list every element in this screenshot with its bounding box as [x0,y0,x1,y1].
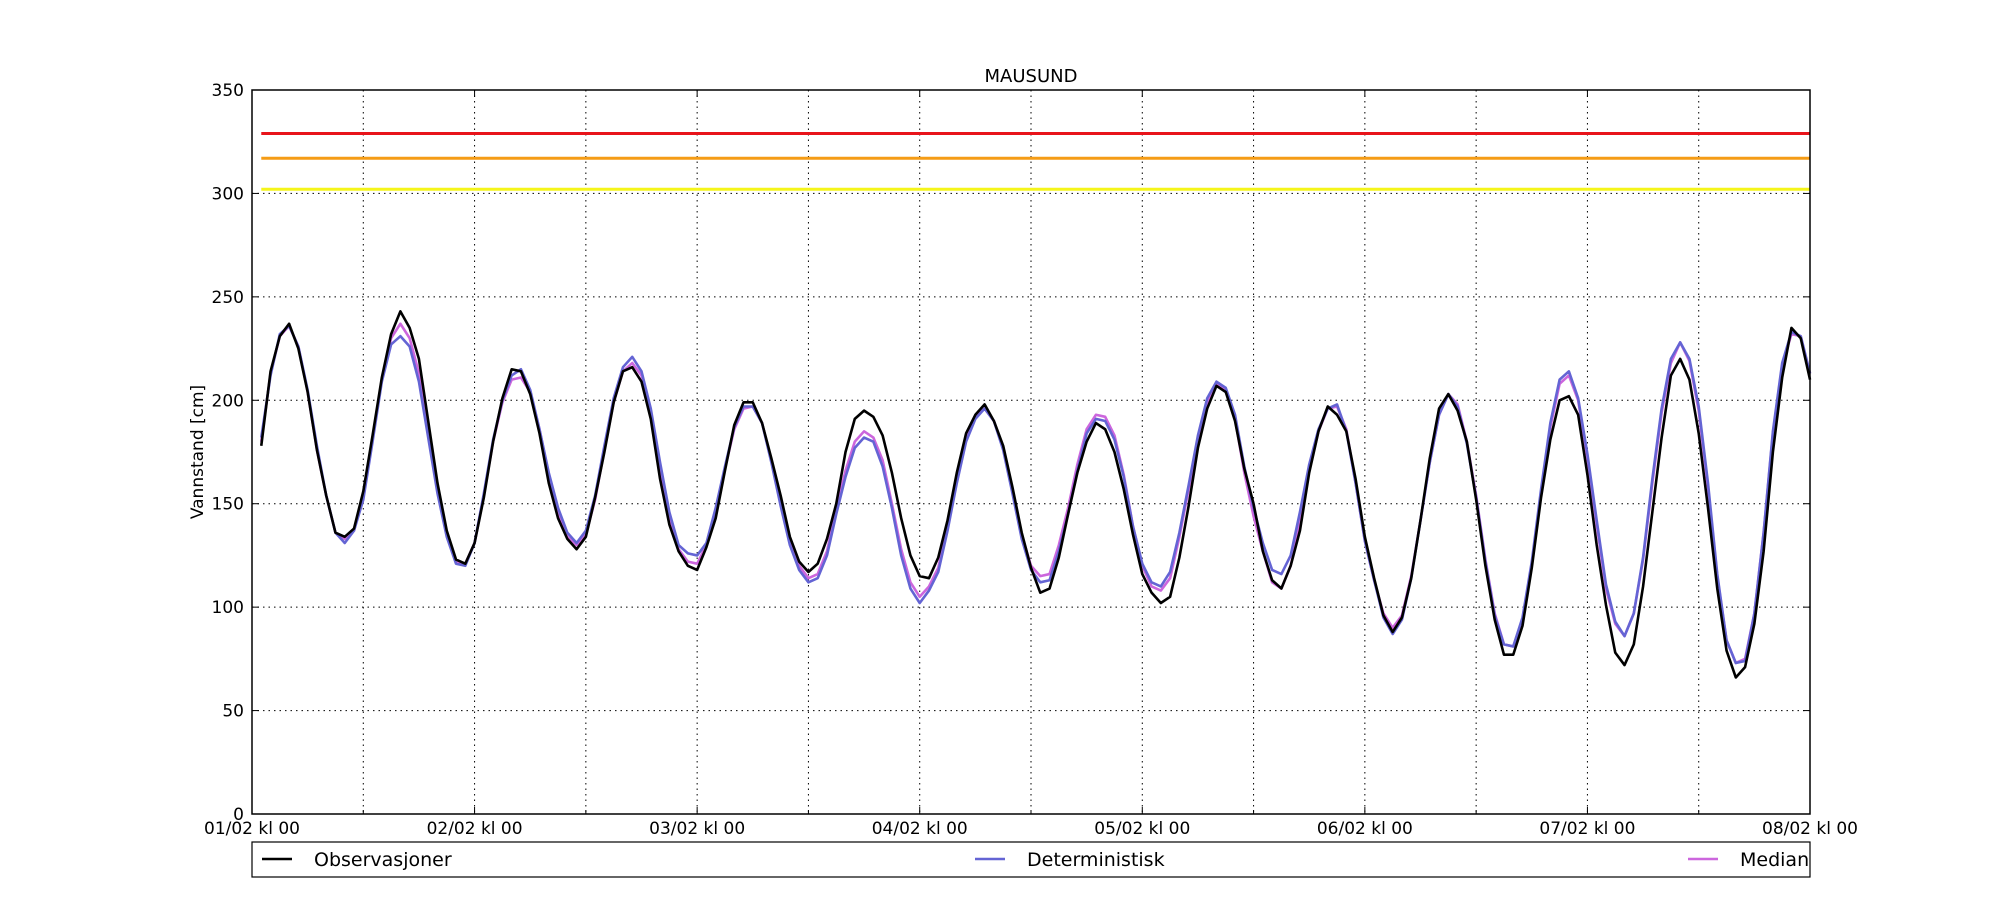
x-tick-label: 06/02 kl 00 [1317,819,1413,839]
tick-layer: 0 50 100 150 200 250 300 350 01/02 kl 00 02/02 kl… [204,81,1858,839]
plot-frame [251,89,1811,815]
y-tick-label: 200 [212,391,244,411]
y-axis-label: Vannstand [cm] [188,385,208,519]
legend-label: Deterministisk [1027,849,1165,871]
series-line-median [259,322,1812,665]
y-tick-label: 250 [212,288,244,308]
y-tick-label: 100 [212,598,244,618]
series-layer [259,310,1812,679]
y-tick-label: 350 [212,81,244,101]
x-tick-label: 07/02 kl 00 [1539,819,1635,839]
y-tick-label: 50 [222,702,244,722]
series-line-deterministisk [259,324,1812,665]
legend: Observasjoner Deterministisk Median [251,841,1811,878]
legend-frame [251,841,1811,878]
threshold-layer [261,131,1810,191]
x-tick-label: 02/02 kl 00 [427,819,523,839]
legend-items: Observasjoner Deterministisk Median [262,849,1809,871]
x-tick-label: 04/02 kl 00 [872,819,968,839]
y-tick-label: 150 [212,495,244,515]
chart-title: MAUSUND [985,66,1078,87]
legend-label: Observasjoner [314,849,452,871]
y-tick-label: 300 [212,184,244,204]
grid-layer [252,90,1810,814]
x-tick-label: 08/02 kl 00 [1762,819,1858,839]
series-line-observasjoner [259,310,1812,679]
x-tick-label: 01/02 kl 00 [204,819,300,839]
x-tick-label: 05/02 kl 00 [1094,819,1190,839]
x-tick-label: 03/02 kl 00 [649,819,745,839]
legend-label: Median [1740,849,1809,871]
y-tick-label: 0 [233,805,244,825]
